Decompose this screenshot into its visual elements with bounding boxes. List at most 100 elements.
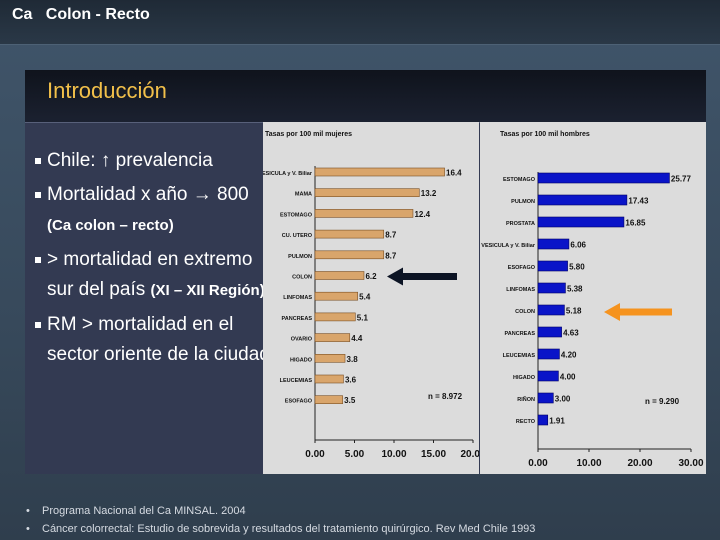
category-label: PANCREAS (505, 331, 536, 337)
bar (314, 395, 343, 405)
bar-value-label: 8.7 (385, 231, 397, 240)
bar (537, 392, 554, 404)
category-label: ESOFAGO (285, 399, 313, 405)
bar (537, 348, 560, 360)
heading-bar: Introducción (25, 70, 706, 123)
bar-value-label: 4.4 (351, 334, 363, 343)
bar (314, 374, 344, 384)
bar (537, 238, 570, 250)
category-label: ESOFAGO (508, 265, 536, 271)
bar (314, 209, 414, 218)
bar (314, 271, 365, 280)
x-tick-label: 0.00 (528, 458, 548, 469)
bar-value-label: 4.20 (561, 351, 577, 360)
bar (314, 291, 358, 301)
x-tick-label: 10.00 (576, 458, 601, 469)
category-label: ESTOMAGO (503, 177, 536, 183)
category-label: CU. UTERO (282, 233, 313, 239)
category-label: PULMON (511, 199, 535, 205)
bar (314, 167, 445, 177)
bar-value-label: 25.77 (671, 175, 692, 184)
category-label: MAMA (295, 192, 312, 198)
x-tick-label: 10.00 (381, 449, 406, 460)
category-label: VESICULA y V. Biliar (481, 243, 536, 249)
chart-title: Tasas por 100 mil mujeres (265, 131, 352, 138)
x-tick-label: 20.00 (460, 449, 479, 460)
bullet-item: > mortalidad en extremo sur del país (XI… (33, 245, 273, 306)
x-tick-label: 0.00 (305, 449, 325, 460)
footnote-2: Cáncer colorrectal: Estudio de sobrevida… (26, 523, 535, 535)
bar (537, 414, 549, 426)
highlight-arrow (387, 267, 457, 286)
bullet-text: RM > mortalidad en el sector oriente de … (47, 314, 270, 365)
slide-heading: Introducción (47, 78, 167, 103)
bar (537, 370, 559, 382)
highlight-arrow (604, 303, 672, 321)
bar-value-label: 12.4 (414, 210, 430, 219)
bar (314, 312, 356, 322)
chart-men: Tasas por 100 mil hombres ESTOMAGO 25.77 PU… (480, 122, 706, 474)
bullet-text: Chile: ↑ prevalencia (47, 150, 213, 171)
top-bar: Ca Colon - Recto (0, 0, 720, 45)
chart-title: Tasas por 100 mil hombres (500, 131, 590, 138)
bullet-item: RM > mortalidad en el sector oriente de … (33, 310, 273, 370)
bullet-item: Chile: ↑ prevalencia (33, 146, 273, 176)
category-label: RECTO (516, 419, 536, 425)
chart-women: Tasas por 100 mil mujeres VESICULA y V. B… (263, 122, 479, 474)
n-annotation: n = 8.972 (428, 392, 463, 401)
bar-value-label: 5.38 (567, 285, 583, 294)
bar-value-label: 3.00 (555, 395, 571, 404)
bar-value-label: 6.06 (570, 241, 586, 250)
x-tick-label: 5.00 (345, 449, 365, 460)
bullet-text: Mortalidad x año → 800 (47, 184, 249, 205)
slide-top-title: Ca Colon - Recto (12, 6, 150, 23)
bullet-list: Chile: ↑ prevalencia Mortalidad x año → … (33, 146, 273, 374)
bar-value-label: 5.4 (359, 293, 371, 302)
bar-value-label: 5.1 (357, 313, 369, 322)
bar-value-label: 5.18 (566, 307, 582, 316)
category-label: LEUCEMIAS (503, 353, 536, 359)
bar-value-label: 1.91 (549, 417, 565, 426)
bullet-subtext: (XI – XII Región) (150, 282, 265, 299)
bar (314, 229, 385, 239)
category-label: VESICULA y V. Biliar (263, 171, 313, 177)
n-annotation: n = 9.290 (645, 397, 680, 406)
category-label: PANCREAS (282, 316, 313, 322)
category-label: LINFOMAS (283, 295, 312, 301)
chart-men-svg: Tasas por 100 mil hombres ESTOMAGO 25.77 PU… (481, 131, 704, 469)
bar (314, 333, 351, 342)
bar (537, 194, 628, 206)
bar (314, 188, 420, 197)
bar (537, 304, 565, 316)
category-label: RIÑON (517, 396, 535, 403)
category-label: PROSTATA (506, 221, 535, 227)
category-label: OVARIO (291, 337, 313, 343)
bar-value-label: 16.85 (625, 219, 646, 228)
category-label: COLON (292, 275, 312, 281)
bar-value-label: 3.8 (347, 355, 359, 364)
bar-value-label: 4.63 (563, 329, 579, 338)
bar (537, 326, 562, 338)
x-tick-label: 20.00 (627, 458, 652, 469)
chart-women-svg: Tasas por 100 mil mujeres VESICULA y V. B… (263, 131, 479, 460)
bar-value-label: 17.43 (628, 197, 649, 206)
bar-value-label: 6.2 (365, 272, 377, 281)
bar-value-label: 4.00 (560, 373, 576, 382)
bar (537, 172, 670, 184)
x-tick-label: 30.00 (678, 458, 703, 469)
bar (314, 354, 346, 363)
bar-value-label: 5.80 (569, 263, 585, 272)
bar (537, 216, 625, 228)
bar (537, 260, 568, 272)
x-tick-label: 15.00 (421, 449, 446, 460)
bar-value-label: 13.2 (421, 189, 437, 198)
content-panel: Introducción Chile: ↑ prevalencia Mortal… (25, 70, 706, 474)
bar-value-label: 3.6 (345, 376, 357, 385)
footnote-1: Programa Nacional del Ca MINSAL. 2004 (26, 505, 246, 517)
category-label: LINFOMAS (506, 287, 535, 293)
bullet-text: > mortalidad en extremo sur del país (47, 249, 253, 300)
bar-value-label: 3.5 (344, 396, 356, 405)
bullet-item: Mortalidad x año → 800 (Ca colon – recto… (33, 180, 273, 241)
category-label: HIGADO (290, 357, 313, 363)
category-label: LEUCEMIAS (280, 378, 313, 384)
